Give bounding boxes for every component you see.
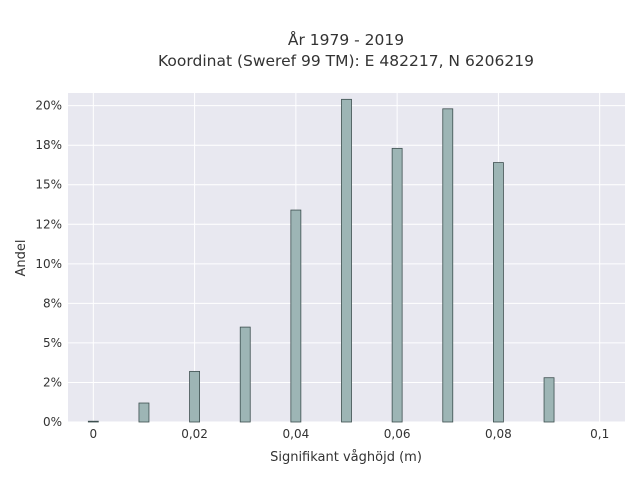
y-tick-label: 20% [35, 99, 62, 113]
x-axis-ticks: 0 0,02 0,04 0,06 0,08 0,1 [89, 427, 609, 441]
x-tick-label: 0,04 [283, 427, 310, 441]
x-tick-label: 0,02 [181, 427, 208, 441]
y-axis-label: Andel [14, 240, 29, 277]
bar-2 [189, 370, 200, 423]
y-tick-label: 8% [43, 296, 62, 310]
bar-5 [341, 98, 352, 423]
x-tick-label: 0,06 [384, 427, 411, 441]
bar-9 [543, 377, 555, 423]
bars [87, 98, 555, 423]
y-tick-label: 12% [35, 217, 62, 231]
y-tick-label: 2% [43, 375, 62, 389]
y-tick-label: 5% [43, 336, 62, 350]
y-tick-label: 18% [35, 138, 62, 152]
bar-8 [493, 162, 504, 423]
x-tick-label: 0 [89, 427, 97, 441]
y-tick-label: 10% [35, 257, 62, 271]
y-tick-label: 15% [35, 178, 62, 192]
bar-4 [290, 209, 302, 423]
chart-title-line-2: Koordinat (Sweref 99 TM): E 482217, N 62… [158, 52, 534, 70]
bar-1 [138, 402, 150, 423]
bar-3 [239, 326, 251, 423]
bar-7 [442, 108, 454, 423]
x-tick-label: 0,08 [485, 427, 512, 441]
bar-0 [87, 420, 99, 423]
bar-6 [391, 147, 403, 423]
chart-title-line-1: År 1979 - 2019 [288, 30, 404, 49]
x-tick-label: 0,1 [590, 427, 609, 441]
y-tick-label: 0% [43, 415, 62, 429]
y-axis-ticks: 0% 2% 5% 8% 10% 12% 15% 18% 20% [35, 99, 62, 429]
x-axis-label: Signifikant våghöjd (m) [270, 450, 422, 465]
